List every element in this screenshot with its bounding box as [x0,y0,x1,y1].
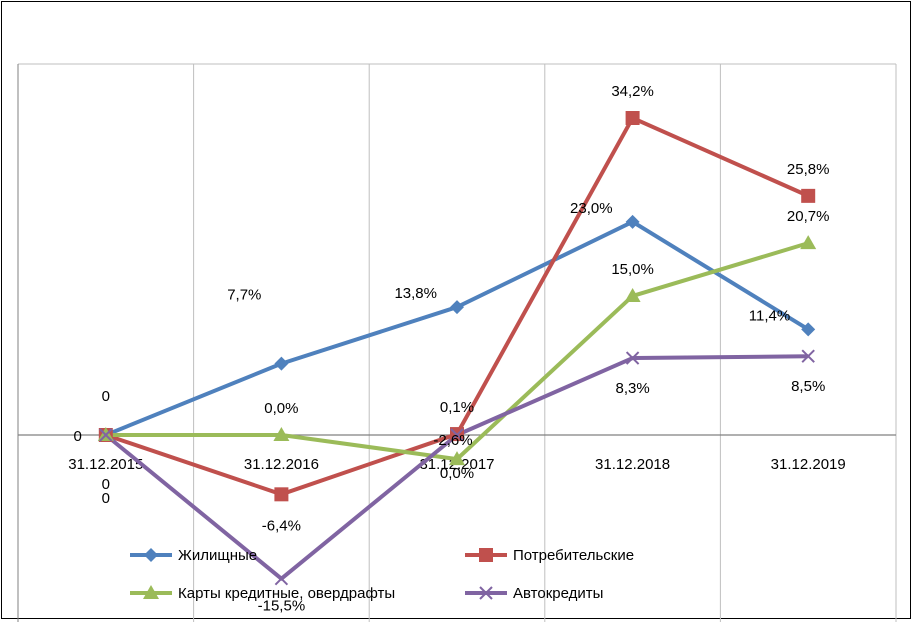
data-label: 0 [102,490,110,507]
x-tick-label: 31.12.2019 [771,456,846,473]
data-label: 20,7% [787,208,830,225]
data-point [625,214,640,229]
data-point [99,428,113,442]
x-tick-label: 31.12.2015 [68,456,143,473]
data-label: 34,2% [611,83,654,100]
data-label: 23,0% [570,200,613,217]
data-labels: 0 7,7% 13,8% 23,0% 11,4% 0 -6,4% 0,1% 34,2% 25,8%… [73,83,829,615]
data-point [449,451,465,466]
legend-item: Потребительские [465,547,634,564]
data-point [624,287,641,302]
data-label: 0,0% [264,400,298,417]
data-label: 0 [102,476,110,493]
data-point [144,548,158,562]
axes: 31.12.201531.12.201631.12.201731.12.2018… [17,64,896,622]
data-point [450,428,464,442]
legend-label: Автокредиты [513,585,603,602]
data-point [273,427,290,441]
data-label: 8,5% [791,378,825,395]
legend-item: Жилищные [130,547,257,564]
legend: Жилищные Потребительские Карты кредитные, … [130,547,634,602]
data-label: 0,0% [440,465,474,482]
data-point [274,571,289,586]
data-label: 15,0% [611,261,654,278]
data-label: 11,4% [749,307,790,324]
series-group [97,111,817,586]
data-label: -15,5% [258,598,306,615]
data-point [625,111,640,125]
data-label: 7,7% [227,287,261,304]
data-label: 0 [102,388,110,405]
x-tick-label: 31.12.2016 [244,456,319,473]
data-point [801,322,816,337]
data-point [274,487,289,502]
data-point [274,356,289,371]
data-label: 0,1% [440,399,474,416]
x-tick-label: 31.12.2018 [595,456,670,473]
data-point [801,349,815,363]
gridlines [17,63,897,622]
data-label: -2,6% [433,432,472,449]
legend-label: Жилищные [178,547,257,564]
data-point [800,235,817,250]
legend-item: Автокредиты [465,585,603,602]
data-point [143,585,159,599]
data-point [479,586,493,600]
legend-label: Карты кредитные, овердрафты [178,585,395,602]
data-label: -6,4% [262,517,301,534]
data-point [450,300,464,315]
series-line [105,241,809,462]
data-point [625,351,640,365]
data-label: 8,3% [615,380,649,397]
data-label: 0 [73,428,81,445]
data-label: 13,8% [394,285,437,302]
data-point [479,548,493,562]
data-point [801,188,816,203]
legend-label: Потребительские [513,547,634,564]
data-label: 25,8% [787,161,830,178]
legend-item: Карты кредитные, овердрафты [130,585,395,602]
